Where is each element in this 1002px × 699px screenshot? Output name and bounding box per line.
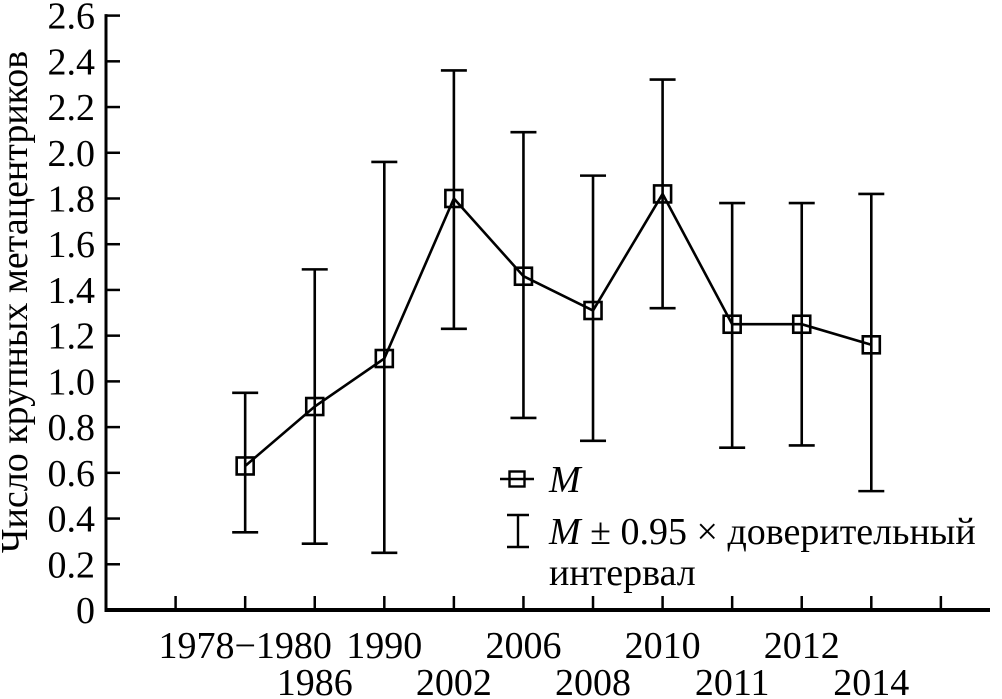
legend-label-ci-line1: M ± 0.95 × доверительный [548,511,976,553]
y-axis-title: Число крупных метацентриков [0,51,36,553]
y-tick-label: 1.4 [48,270,96,312]
data-point-marker [861,335,882,355]
legend-label-m: M [548,459,583,501]
data-point-marker [235,456,255,476]
x-tick-label: 1990 [346,625,422,667]
y-tick-label: 1.0 [48,361,96,403]
data-point-marker [304,396,325,417]
data-point-marker [791,314,812,335]
y-tick-label: 2.4 [48,41,96,83]
x-tick-label: 1986 [277,662,353,699]
data-point-marker [444,188,464,209]
x-tick-label: 2014 [833,662,909,699]
y-tick-label: 0 [76,590,95,632]
y-tick-label: 0.8 [48,407,96,449]
y-tick-label: 1.8 [48,178,96,220]
data-point-marker [374,348,395,369]
y-tick-label: 2.6 [48,0,96,38]
x-tick-label: 2008 [555,662,631,699]
x-tick-label: 2002 [416,662,492,699]
x-tick-label: 2006 [485,625,561,667]
y-tick-label: 1.6 [48,224,96,266]
x-tick-label: 2012 [764,625,840,667]
data-point-marker [652,184,673,204]
legend-label-ci-line2: интервал [549,552,696,594]
data-point-marker [722,314,742,335]
legend-open-square-icon [508,470,526,488]
data-point-marker [583,300,603,321]
data-point-marker [513,266,534,287]
y-tick-label: 1.2 [48,316,96,358]
x-tick-label: 1978−1980 [158,625,331,667]
y-tick-label: 0.4 [48,499,96,541]
x-tick-label: 2010 [625,625,701,667]
series-line [244,191,872,467]
y-tick-label: 2.2 [48,87,96,129]
y-tick-label: 2.0 [48,133,96,175]
x-tick-label: 2011 [695,662,770,699]
series-M [235,184,882,476]
y-tick-label: 0.2 [48,544,96,586]
y-tick-label: 0.6 [48,453,96,495]
